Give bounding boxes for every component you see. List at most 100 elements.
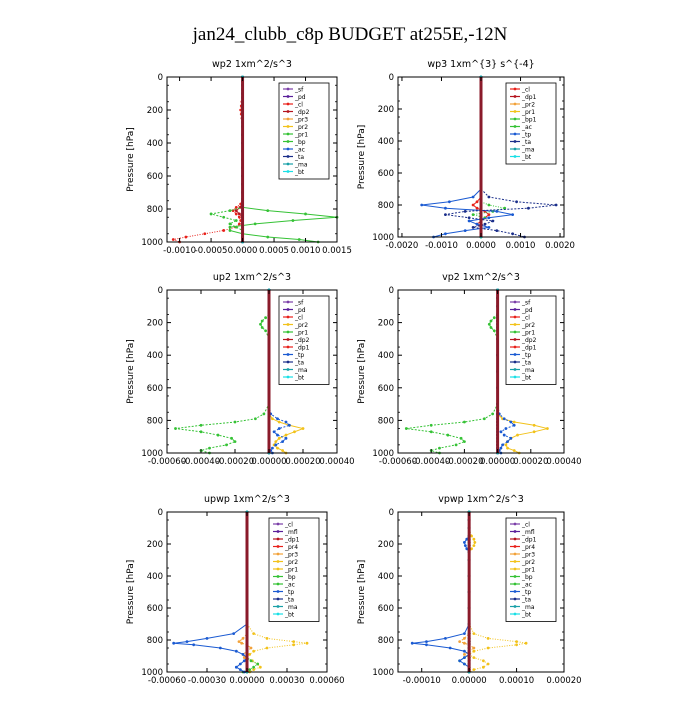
legend-label: _pr2 xyxy=(521,322,535,329)
legend-marker xyxy=(513,315,517,319)
series-point-pr3 xyxy=(249,646,253,650)
series-point-pr1 xyxy=(228,225,232,229)
series-point-pr2 xyxy=(248,653,252,656)
series-point-pr1 xyxy=(254,417,257,421)
series-point-pr2 xyxy=(305,641,309,645)
page-title: jan24_clubb_c8p BUDGET at255E,-12N xyxy=(192,24,508,45)
legend-marker xyxy=(286,375,290,379)
x-tick-label: 0.00020 xyxy=(513,457,548,467)
series-point-pr2 xyxy=(473,541,477,544)
x-tick-label: -0.00020 xyxy=(445,457,483,467)
series-point-bp xyxy=(228,209,232,213)
x-tick-label: -0.00060 xyxy=(148,676,186,686)
x-tick-label: 0.00020 xyxy=(546,676,581,686)
series-point-pr1 xyxy=(266,235,270,239)
legend-marker xyxy=(276,530,280,533)
legend-marker xyxy=(276,590,280,593)
x-tick-label: 0.0010 xyxy=(506,241,536,251)
series-line-cl xyxy=(171,77,244,243)
y-tick-label: 400 xyxy=(378,351,394,361)
legend-marker xyxy=(276,537,280,541)
legend-marker xyxy=(286,102,290,106)
legend-marker xyxy=(513,338,517,341)
series-point-pr1 xyxy=(404,427,408,430)
x-tick-label: 0.00000 xyxy=(452,676,487,686)
series-point-pr3 xyxy=(458,640,462,643)
x-tick-label: -0.00060 xyxy=(148,457,186,467)
legend-marker xyxy=(513,597,517,601)
series-point-pr2 xyxy=(265,646,269,650)
series-point-ta xyxy=(483,222,487,226)
series-point-pr1 xyxy=(225,443,228,447)
y-tick-label: 0 xyxy=(389,286,394,296)
legend-label: _dp1 xyxy=(284,536,300,543)
series-point-pr1 xyxy=(266,209,270,213)
x-tick-label: -0.0020 xyxy=(386,241,419,251)
y-tick-label: 400 xyxy=(147,351,163,361)
series-point-pr1 xyxy=(492,329,496,333)
series-point-bp xyxy=(234,225,238,229)
legend-marker xyxy=(513,545,517,548)
legend-label: _sf xyxy=(294,86,304,93)
series-line-ac xyxy=(472,77,505,237)
series-point-tp xyxy=(272,430,276,434)
series-point-pr1 xyxy=(446,433,450,437)
legend-label: _ta xyxy=(294,359,304,366)
series-point-pr1 xyxy=(492,316,496,320)
legend-marker xyxy=(276,567,280,571)
series-point-tp xyxy=(425,640,428,643)
series-point-pr1 xyxy=(297,238,301,241)
series-point-ta xyxy=(467,216,471,220)
series-point-pr1 xyxy=(208,446,211,450)
x-tick-label: 0.0015 xyxy=(322,246,352,256)
legend-marker xyxy=(513,605,517,608)
x-tick-label: 0.0010 xyxy=(291,246,321,256)
series-point-dp2 xyxy=(238,212,241,216)
series-point-pr3 xyxy=(241,637,245,640)
legend-marker xyxy=(513,530,517,533)
chart-title: wp3 1xm^{3} s^{-4} xyxy=(427,59,534,70)
plot-frame xyxy=(166,76,338,243)
series-point-bp xyxy=(222,215,226,219)
series-point-pr3 xyxy=(242,656,246,659)
plot-frame xyxy=(397,511,565,673)
series-point-tp xyxy=(444,206,447,210)
legend-label: _ta xyxy=(521,139,531,146)
series-point-tp xyxy=(185,640,189,643)
series-point-pr2 xyxy=(292,643,296,647)
legend-label: _dp2 xyxy=(294,337,310,344)
series-point-pr2 xyxy=(504,443,508,447)
x-tick-label: 0.0000 xyxy=(466,241,496,251)
y-tick-label: 1000 xyxy=(372,449,394,459)
series-point-pr2 xyxy=(252,649,256,653)
series-point-pr2 xyxy=(472,537,476,541)
series-point-pr2 xyxy=(515,643,518,647)
legend-marker xyxy=(513,368,517,371)
series-point-pr3 xyxy=(240,641,244,645)
series-point-tp xyxy=(487,226,491,229)
legend-marker xyxy=(513,612,517,616)
series-point-tp xyxy=(471,195,475,199)
plot-frame xyxy=(397,289,565,454)
legend-marker xyxy=(513,560,517,563)
legend-label: _ac xyxy=(294,146,305,153)
legend: _sf_pd_cl_pr2_pr1_dp2_dp1_tp_ta_ma_bt xyxy=(278,295,330,385)
series-point-tp xyxy=(277,427,281,430)
legend-marker xyxy=(513,375,517,379)
series-point-tp xyxy=(499,446,503,450)
legend-marker xyxy=(286,353,290,356)
legend-marker xyxy=(513,87,517,91)
legend-label: _bp xyxy=(284,574,296,581)
legend-label: _ta xyxy=(521,359,531,366)
legend-label: _dp1 xyxy=(521,94,537,101)
chart-panels: wp2 1xm^2/s^3 Pressure [hPa] 0 200 400 600 800… xyxy=(126,59,582,686)
legend-label: _pr2 xyxy=(284,559,298,566)
y-tick-label: 0 xyxy=(158,286,163,296)
series-point-pr1 xyxy=(228,229,232,232)
series-point-pr2 xyxy=(481,659,485,663)
series-point-tp xyxy=(448,646,452,650)
x-tick-label: -0.00010 xyxy=(403,676,441,686)
series-point-pr2 xyxy=(472,544,476,547)
x-tick-label: 0.00040 xyxy=(319,457,354,467)
series-point-pr1 xyxy=(199,423,203,427)
